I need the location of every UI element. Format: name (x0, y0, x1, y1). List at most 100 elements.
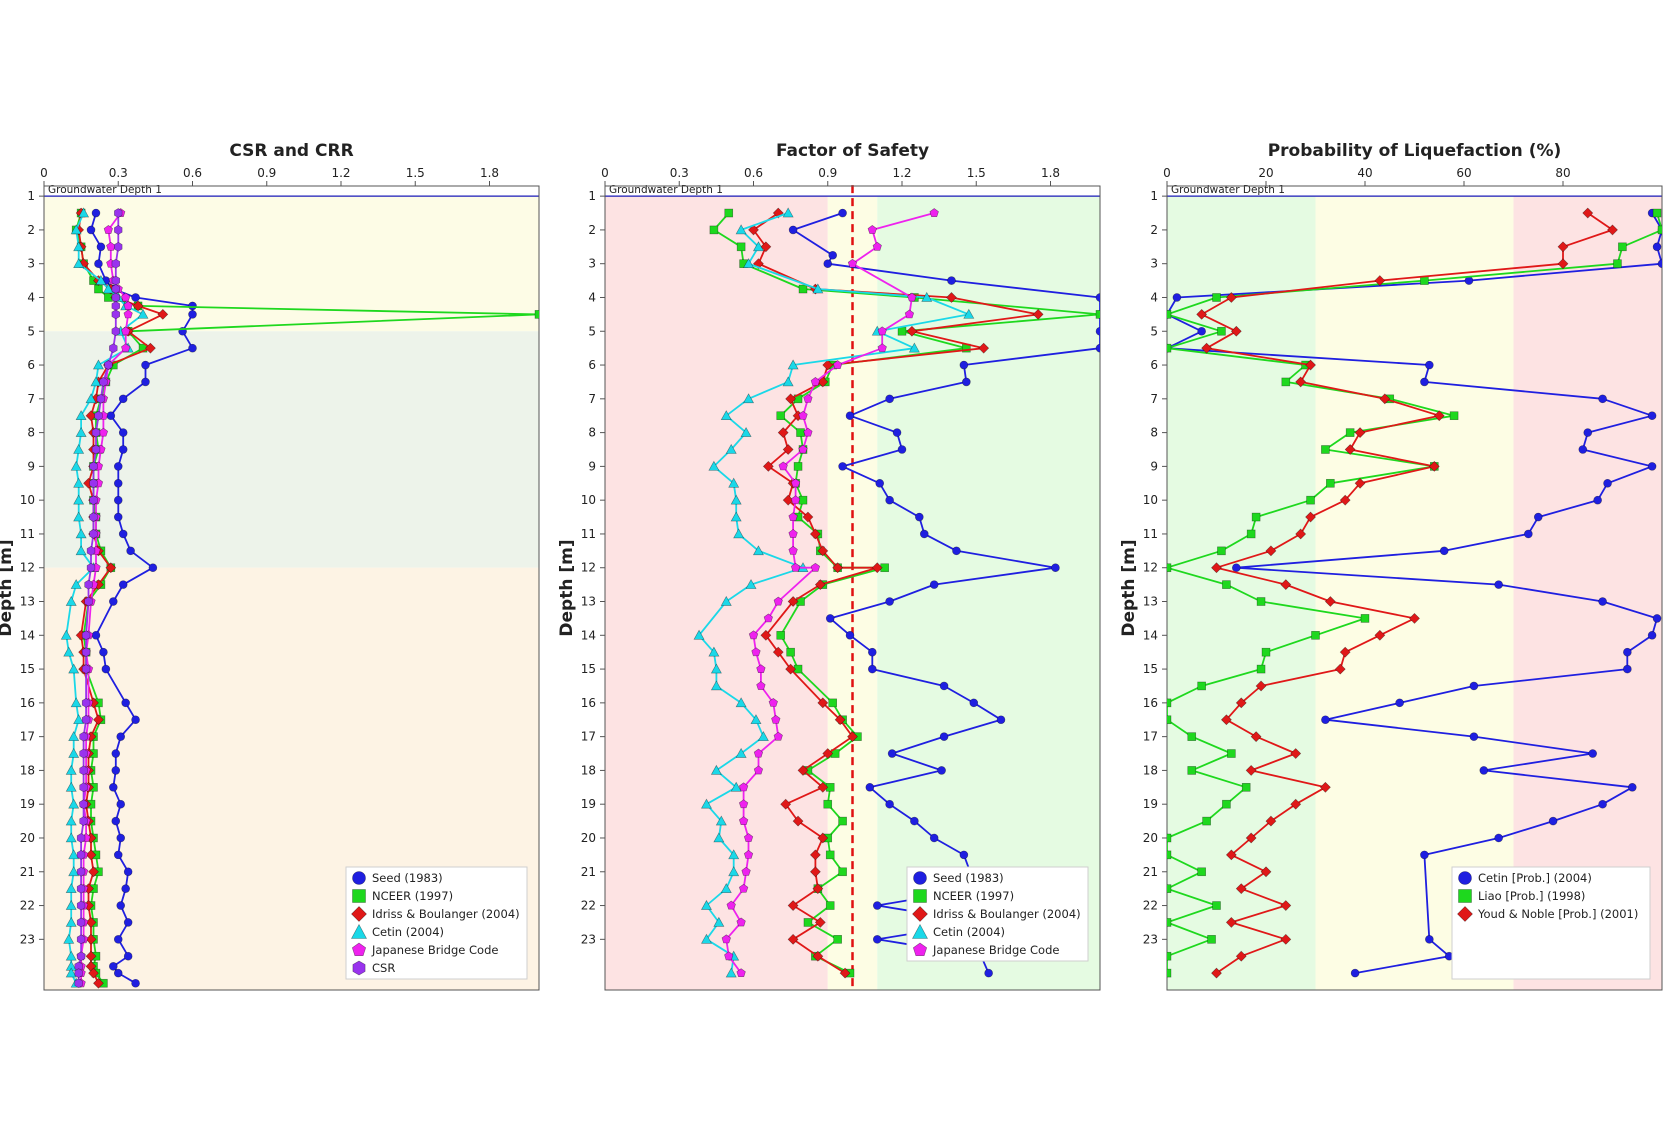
data-point (1607, 224, 1618, 236)
data-point (738, 883, 749, 893)
data-point (132, 300, 144, 312)
data-point (1256, 664, 1266, 674)
y-tick-label: 3 (588, 257, 596, 271)
data-point (60, 629, 72, 640)
data-point (1339, 494, 1351, 506)
data-point (81, 647, 91, 658)
data-point (822, 359, 834, 371)
data-point (823, 799, 833, 809)
data-point (1196, 308, 1208, 320)
data-point (1246, 529, 1256, 539)
data-point (1187, 766, 1197, 775)
data-point (68, 731, 80, 741)
data-point (797, 764, 809, 776)
data-point (70, 224, 82, 235)
data-point (148, 563, 158, 573)
data-point (1095, 326, 1100, 336)
data-point (1265, 815, 1277, 827)
data-point (720, 410, 732, 421)
data-point (838, 462, 847, 471)
data-point (352, 889, 366, 903)
data-point (188, 310, 197, 319)
safety-band (1513, 196, 1662, 990)
data-point (111, 766, 121, 775)
data-point (1167, 968, 1172, 978)
data-point (118, 394, 128, 404)
y-tick-label: 5 (27, 324, 35, 338)
data-point (73, 714, 85, 725)
data-point (787, 359, 799, 370)
data-point (1172, 293, 1182, 302)
data-point (803, 427, 813, 437)
data-point (1095, 343, 1100, 353)
data-point (828, 250, 838, 260)
data-point (1374, 275, 1386, 287)
data-point (743, 258, 755, 268)
y-tick-label: 19 (20, 797, 35, 811)
data-point (790, 478, 801, 488)
y-tick-label: 16 (20, 696, 35, 710)
data-point (817, 545, 829, 557)
data-point (1578, 445, 1588, 454)
data-point (1588, 749, 1597, 758)
y-tick-label: 20 (20, 831, 35, 845)
legend-label: Idriss & Boulanger (2004) (372, 907, 520, 921)
data-point (1469, 732, 1479, 741)
data-point (1095, 293, 1100, 302)
data-point (887, 749, 897, 758)
data-point (79, 799, 88, 810)
series-group (1167, 207, 1662, 979)
data-point (68, 663, 80, 674)
data-point (1256, 597, 1266, 606)
data-point (1281, 377, 1291, 387)
data-point (351, 942, 367, 957)
data-point (1211, 967, 1222, 979)
legend-label: Cetin [Prob.] (2004) (1478, 871, 1592, 885)
data-point (1354, 427, 1366, 439)
data-point (735, 747, 747, 758)
data-point (735, 224, 747, 235)
data-point (68, 798, 80, 809)
y-tick-label: 13 (1143, 595, 1158, 609)
y-tick-label: 23 (20, 932, 35, 946)
data-point (790, 495, 801, 505)
data-point (1583, 428, 1593, 437)
data-point (1652, 242, 1662, 252)
data-point (118, 445, 128, 454)
data-point (796, 428, 805, 437)
y-tick-label: 18 (20, 763, 35, 777)
y-tick-label: 22 (1143, 899, 1158, 913)
data-point (713, 832, 725, 843)
data-point (908, 342, 920, 353)
data-point (1225, 292, 1237, 303)
y-tick-label: 13 (581, 595, 596, 609)
data-point (79, 765, 88, 776)
data-point (141, 360, 150, 370)
data-point (1167, 951, 1172, 961)
data-point (834, 714, 846, 726)
legend-item: Japanese Bridge Code (351, 942, 498, 957)
data-point (725, 967, 737, 978)
data-point (1305, 511, 1316, 523)
data-point (76, 850, 86, 860)
y-tick-label: 14 (581, 628, 596, 642)
data-point (1449, 411, 1459, 421)
data-point (79, 748, 88, 759)
data-point (126, 546, 135, 556)
data-point (113, 462, 123, 471)
data-point (91, 444, 101, 455)
data-point (1321, 445, 1330, 454)
data-point (782, 444, 794, 455)
data-point (845, 630, 855, 640)
data-point (121, 343, 131, 353)
data-point (1251, 512, 1261, 522)
data-point (1469, 681, 1479, 691)
cetin-prob-2004-series (1167, 208, 1662, 978)
data-point (73, 258, 85, 268)
y-tick-label: 20 (1143, 831, 1158, 845)
data-point (1167, 698, 1172, 708)
y-tick-label: 23 (1143, 932, 1158, 946)
legend-box (906, 866, 1089, 962)
y-tick-label: 6 (1150, 358, 1158, 372)
x-tick-label: 0 (1163, 166, 1171, 180)
